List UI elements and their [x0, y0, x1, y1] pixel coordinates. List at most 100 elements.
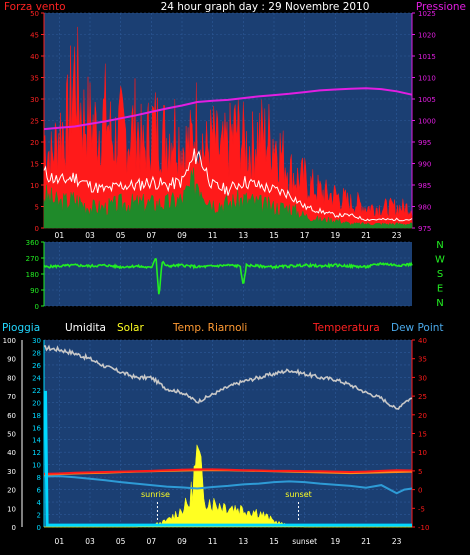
pressure-tick-label: 1005: [418, 96, 436, 104]
rain-tick-label: 28: [32, 349, 41, 357]
rain-tick-label: 6: [37, 487, 42, 495]
rain-series: [44, 390, 412, 527]
x-tick-label: 17: [300, 231, 310, 240]
humidity-tick-label: 0: [12, 524, 16, 532]
pressure-tick-label: 1020: [418, 32, 436, 40]
compass-label: S: [437, 269, 443, 280]
sunset-label: sunset: [285, 490, 312, 499]
pressure-tick-label: 985: [418, 182, 431, 190]
x-tick-label: 11: [208, 231, 218, 240]
wind-series: [43, 26, 413, 229]
temp-tick-label: 25: [418, 393, 427, 401]
direction-tick-label: 360: [26, 239, 39, 247]
rain-tick-label: 24: [32, 374, 41, 382]
rain-tick-label: 22: [32, 387, 41, 395]
direction-tick-label: 270: [26, 255, 39, 263]
x-tick-label: 09: [177, 231, 187, 240]
x-tick-label: 03: [85, 231, 95, 240]
x-tick-label: 23: [392, 231, 402, 240]
x-tick-label: sunset: [292, 537, 317, 546]
temp-tick-label: -10: [418, 524, 429, 532]
legend-pioggia: Pioggia: [2, 322, 40, 334]
wind-tick-label: 10: [30, 182, 39, 190]
pressure-tick-label: 1015: [418, 53, 436, 61]
wind-tick-label: 25: [30, 118, 39, 126]
x-tick-label: 19: [331, 537, 341, 546]
wind-tick-label: 30: [30, 96, 39, 104]
x-tick-label: 07: [147, 537, 157, 546]
rain-tick-label: 0: [37, 524, 41, 532]
rain-tick-label: 26: [32, 362, 41, 370]
temp-tick-label: 0: [418, 487, 422, 495]
direction-tick-label: 90: [30, 287, 39, 295]
humidity-tick-label: 50: [7, 431, 16, 439]
pressure-tick-label: 1000: [418, 118, 436, 126]
compass-label: W: [435, 255, 445, 266]
x-tick-label: 15: [269, 537, 279, 546]
temp-tick-label: 15: [418, 431, 427, 439]
humidity-tick-label: 20: [7, 487, 16, 495]
legend-solar: Solar: [117, 322, 144, 334]
temperature-series: [43, 468, 413, 475]
wind-tick-label: 0: [35, 225, 39, 233]
legend-temperatura: Temperatura: [312, 322, 380, 334]
x-tick-label: 13: [239, 537, 249, 546]
pressure-tick-label: 1025: [418, 10, 436, 18]
rain-tick-label: 20: [32, 399, 41, 407]
humidity-tick-label: 40: [7, 449, 16, 457]
pressure-tick-label: 995: [418, 139, 431, 147]
rain-tick-label: 30: [32, 337, 41, 345]
temp-tick-label: 20: [418, 412, 427, 420]
x-tick-label: 15: [269, 231, 279, 240]
x-tick-label: 21: [361, 231, 371, 240]
wind-tick-label: 40: [30, 53, 39, 61]
x-tick-label: 09: [177, 537, 187, 546]
rain-tick-label: 10: [32, 462, 41, 470]
rain-tick-label: 14: [32, 437, 41, 445]
humidity-tick-label: 60: [7, 412, 16, 420]
rain-tick-label: 16: [32, 424, 41, 432]
rain-tick-label: 12: [32, 449, 41, 457]
wind-avg-series: [43, 167, 413, 229]
x-tick-label: 05: [116, 231, 126, 240]
pressure-tick-label: 1010: [418, 75, 436, 83]
wind-pressure-panel: 0510152025303540455097598098599099510001…: [30, 10, 436, 240]
wind-tick-label: 20: [30, 139, 39, 147]
legend-dewpoint: Dew Point: [391, 322, 444, 334]
wind-axis-label: Forza vento: [4, 1, 66, 13]
pressure-tick-label: 980: [418, 204, 431, 212]
temp-tick-label: 5: [418, 468, 422, 476]
wind-tick-label: 45: [30, 32, 39, 40]
wind-tick-label: 50: [30, 10, 39, 18]
temp-tick-label: 40: [418, 337, 427, 345]
x-tick-label: 21: [361, 537, 371, 546]
temp-tick-label: -5: [418, 505, 425, 513]
humidity-tick-label: 90: [7, 356, 16, 364]
gust-series: [43, 148, 413, 222]
x-tick-label: 07: [147, 231, 157, 240]
x-tick-label: 01: [55, 231, 65, 240]
temp-humidity-panel: 0102030405060708090100024681012141618202…: [3, 337, 430, 546]
wind-tick-label: 5: [35, 204, 39, 212]
sunrise-label: sunrise: [141, 490, 170, 499]
humidity-tick-label: 100: [3, 337, 16, 345]
humidity-tick-label: 70: [7, 393, 16, 401]
humidity-tick-label: 10: [7, 505, 16, 513]
wind-tick-label: 35: [30, 75, 39, 83]
rain-tick-label: 8: [37, 474, 41, 482]
humidity-tick-label: 80: [7, 374, 16, 382]
compass-label: E: [437, 284, 443, 295]
pressure-series: [43, 87, 413, 131]
humidity-tick-label: 30: [7, 468, 16, 476]
x-tick-label: 03: [85, 537, 95, 546]
compass-label: N: [436, 298, 443, 309]
x-tick-label: 01: [55, 537, 65, 546]
x-tick-label: 13: [239, 231, 249, 240]
x-tick-label: 19: [331, 231, 341, 240]
direction-series: [43, 257, 413, 295]
dewpoint-series: [43, 475, 413, 495]
direction-tick-label: 0: [35, 303, 39, 311]
wind-tick-label: 15: [30, 161, 39, 169]
